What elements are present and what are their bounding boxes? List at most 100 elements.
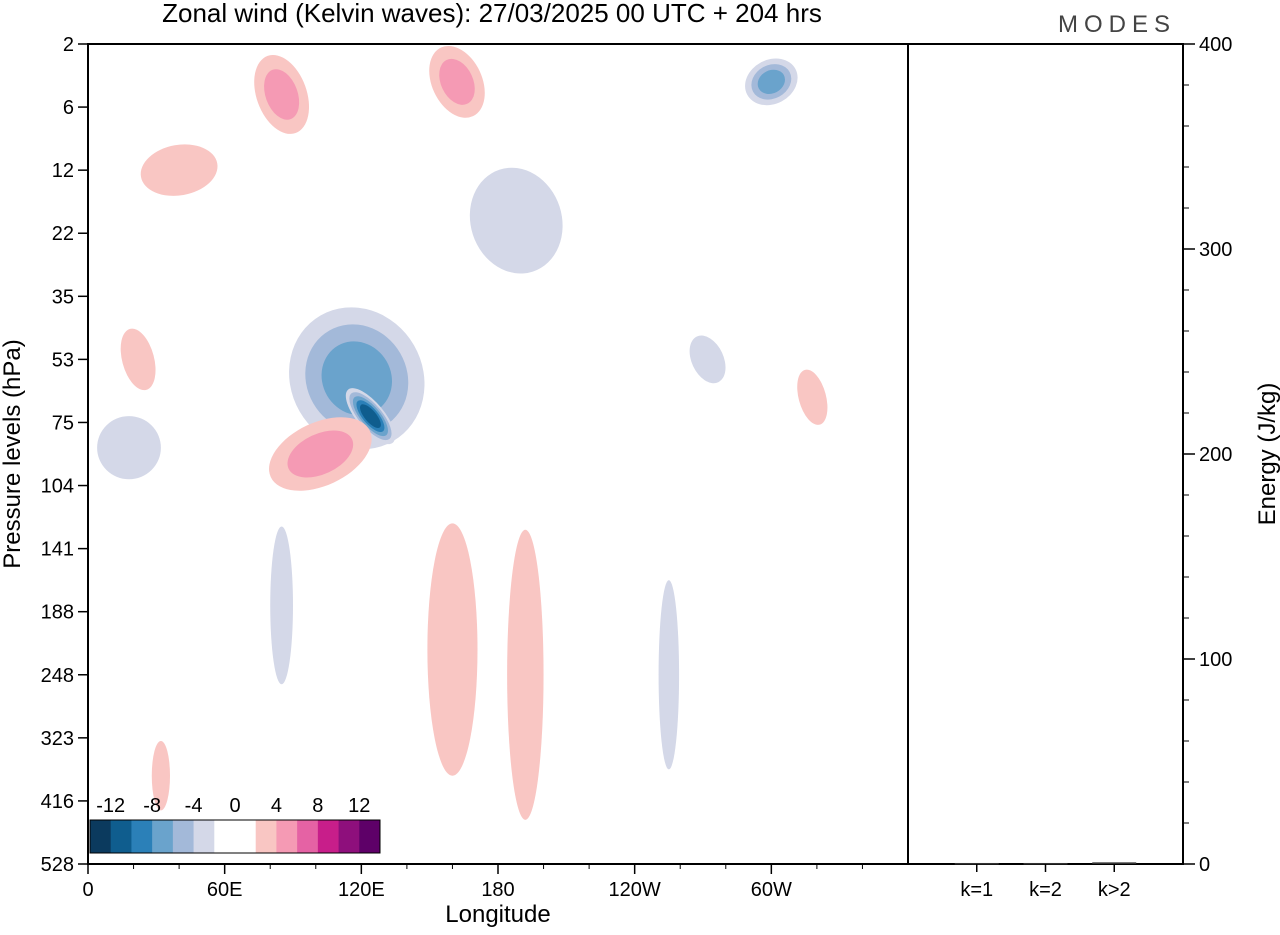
energy-bar <box>1092 862 1137 864</box>
wind-feature-13 <box>797 369 828 425</box>
energy-category-label: k=2 <box>1029 879 1062 901</box>
y-tick-label: 22 <box>52 223 74 245</box>
wind-feature-2-level-1 <box>287 430 354 478</box>
wind-feature-6-level-0 <box>507 529 544 820</box>
wind-feature-7-level-0 <box>658 580 680 770</box>
wind-feature-11-level-0 <box>270 526 293 685</box>
y-tick-label: 12 <box>52 160 74 182</box>
wind-feature-8 <box>429 45 485 118</box>
energy-category-label: k=1 <box>960 879 993 901</box>
wind-feature-6 <box>507 529 544 820</box>
y-tick-label: 6 <box>63 97 74 119</box>
wind-feature-9-level-1 <box>264 69 300 120</box>
y-tick-label: 188 <box>41 602 74 624</box>
y-tick-label: 104 <box>41 476 74 498</box>
y-tick-label: 75 <box>52 412 74 434</box>
colorbar-label: -4 <box>185 795 203 817</box>
energy-axis: 0 100 200 300 400 <box>1183 34 1232 876</box>
wind-feature-2 <box>269 417 372 491</box>
x-tick-label: 60W <box>751 879 792 901</box>
colorbar-swatch <box>338 820 360 853</box>
x-tick-label: 120E <box>338 879 385 901</box>
x-tick-label: 60E <box>207 879 243 901</box>
colorbar-labels: -12 -8 -4 0 4 8 12 <box>96 795 370 817</box>
wind-feature-12 <box>97 416 161 480</box>
energy-panel-frame <box>907 43 1184 865</box>
energy-bars <box>954 862 1137 865</box>
wind-feature-15 <box>120 328 156 391</box>
colorbar-label: 4 <box>271 795 282 817</box>
wind-feature-9 <box>254 54 310 134</box>
wind-feature-4-level-2 <box>757 69 785 94</box>
colorbar-label: 8 <box>312 795 323 817</box>
wind-feature-14-level-0 <box>689 335 726 384</box>
energy-categories: k=1 k=2 k>2 <box>960 864 1131 901</box>
y-tick-label: 528 <box>41 854 74 876</box>
wind-feature-7 <box>658 580 680 770</box>
energy-tick-label: 0 <box>1199 854 1210 876</box>
wind-feature-11 <box>270 526 293 685</box>
x-tick-label: 120W <box>609 879 661 901</box>
wind-feature-10 <box>140 144 218 196</box>
energy-bar <box>1023 862 1068 865</box>
wind-feature-16 <box>151 741 170 811</box>
x-tick-label: 0 <box>82 879 93 901</box>
energy-tick-label: 100 <box>1199 649 1232 671</box>
wind-feature-4 <box>745 58 798 106</box>
energy-tick-label: 200 <box>1199 444 1232 466</box>
wind-anomaly-field <box>97 45 828 820</box>
wind-feature-12-level-0 <box>97 416 161 480</box>
energy-bar <box>954 862 999 865</box>
chart-title: Zonal wind (Kelvin waves): 27/03/2025 00… <box>162 0 822 28</box>
colorbar-swatch <box>193 820 215 853</box>
wind-feature-15-level-0 <box>120 328 156 391</box>
colorbar <box>89 819 381 854</box>
wind-feature-14 <box>689 335 726 384</box>
wind-feature-13-level-0 <box>797 369 828 425</box>
wind-feature-8-level-1 <box>439 58 475 105</box>
wind-feature-3-level-0 <box>469 167 563 274</box>
wind-feature-0-level-2 <box>321 341 392 416</box>
modes-logo: MODES <box>1058 11 1176 38</box>
colorbar-swatch <box>214 820 236 853</box>
y-tick-label: 53 <box>52 349 74 371</box>
energy-tick-label: 300 <box>1199 239 1232 261</box>
colorbar-swatch <box>317 820 339 853</box>
x-axis-label: Longitude <box>445 901 550 928</box>
wind-feature-1-level-4 <box>359 404 381 429</box>
wind-feature-10-level-0 <box>140 144 218 196</box>
colorbar-swatch <box>152 820 174 853</box>
colorbar-label: -12 <box>96 795 125 817</box>
longitude-axis: 0 60E 120E 180 120W 60W <box>82 864 863 901</box>
x-tick-label: 180 <box>481 879 514 901</box>
y-tick-label: 248 <box>41 665 74 687</box>
energy-category-label: k>2 <box>1098 879 1131 901</box>
colorbar-label: 0 <box>229 795 240 817</box>
wind-feature-3 <box>469 167 563 274</box>
pressure-axis: 2 6 12 22 35 53 75 104 141 188 248 323 416 528 <box>41 34 88 876</box>
y-tick-label: 323 <box>41 728 74 750</box>
wind-feature-0 <box>289 307 425 450</box>
colorbar-swatch <box>235 820 257 853</box>
wind-feature-5 <box>427 523 478 776</box>
colorbar-swatch <box>131 820 153 853</box>
colorbar-swatch <box>297 820 319 853</box>
colorbar-border <box>89 819 381 854</box>
y-tick-label: 416 <box>41 791 74 813</box>
colorbar-swatch <box>110 820 132 853</box>
right-axis-label: Energy (J/kg) <box>1254 383 1280 526</box>
y-tick-label: 35 <box>52 286 74 308</box>
colorbar-swatch <box>276 820 298 853</box>
colorbar-swatch <box>90 820 112 853</box>
y-axis-label: Pressure levels (hPa) <box>0 339 26 568</box>
wind-feature-1 <box>345 388 396 445</box>
colorbar-swatch <box>172 820 194 853</box>
colorbar-swatch <box>359 820 381 853</box>
energy-tick-label: 400 <box>1199 34 1232 56</box>
colorbar-label: -8 <box>143 795 161 817</box>
wind-feature-5-level-0 <box>427 523 478 776</box>
colorbar-swatch <box>255 820 277 853</box>
wind-feature-16-level-0 <box>151 741 170 811</box>
